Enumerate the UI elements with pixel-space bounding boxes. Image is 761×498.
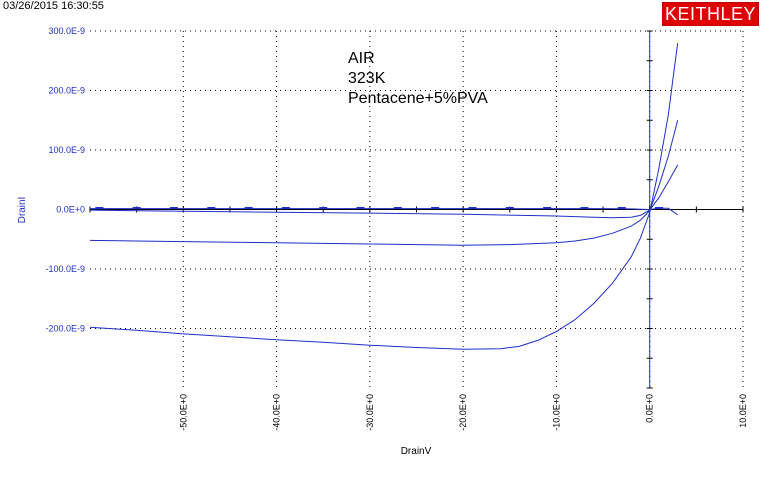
timestamp: 03/26/2015 16:30:55 <box>3 0 104 12</box>
series-line-1 <box>89 42 679 350</box>
annotations: AIR 323K Pentacene+5%PVA <box>348 50 488 107</box>
series-line-3 <box>89 164 679 219</box>
y-tick-label: 300.0E-9 <box>48 26 85 36</box>
x-tick-labels: -50.0E+0 -40.0E+0 -30.0E+0 -20.0E+0 -10.0E+0… <box>178 394 748 431</box>
data-series <box>89 42 679 350</box>
x-tick-label: -50.0E+0 <box>178 394 188 431</box>
y-axis-label: DrainI <box>17 197 28 224</box>
x-tick-label: -20.0E+0 <box>458 394 468 431</box>
x-tick-label: -30.0E+0 <box>365 394 375 431</box>
x-tick-label: -40.0E+0 <box>272 394 282 431</box>
keithley-logo: KEITHLEY <box>662 2 759 26</box>
y-tick-label: -100.0E-9 <box>45 264 85 274</box>
x-tick-label: 0.0E+0 <box>645 394 655 423</box>
x-axis-label: DrainV <box>401 446 432 457</box>
series-line-2 <box>89 120 679 246</box>
y-tick-label: 100.0E-9 <box>48 145 85 155</box>
y-tick-label: -200.0E-9 <box>45 324 85 334</box>
y-tick-labels: 300.0E-9 200.0E-9 100.0E-9 0.0E+0 -100.0E-9 -… <box>45 26 85 334</box>
x-tick-label: -10.0E+0 <box>551 394 561 431</box>
annotation-text: Pentacene+5%PVA <box>348 90 488 107</box>
x-tick-label: 10.0E+0 <box>738 394 748 428</box>
annotation-text: 323K <box>348 70 386 87</box>
annotation-text: AIR <box>348 50 375 67</box>
y-tick-label: 0.0E+0 <box>56 205 85 215</box>
y-tick-label: 200.0E-9 <box>48 86 85 96</box>
